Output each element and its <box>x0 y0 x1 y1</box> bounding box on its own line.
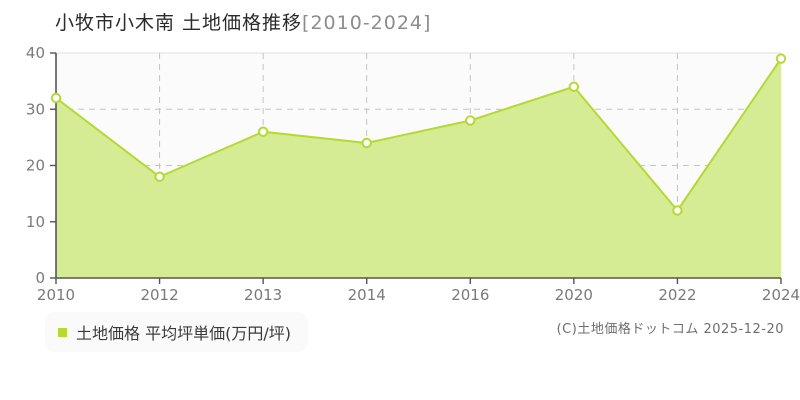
x-tick-label: 2012 <box>140 286 178 304</box>
data-point-marker <box>672 205 683 216</box>
data-point-marker <box>568 81 580 92</box>
title-range-text: [2010-2024] <box>302 12 432 34</box>
y-tick-label: 20 <box>26 157 45 175</box>
x-tick-label: 2014 <box>348 286 386 304</box>
area-fill <box>56 58 781 278</box>
page-title: 小牧市小木南 土地価格推移[2010-2024] <box>0 8 800 36</box>
x-tick-label: 2010 <box>37 286 75 304</box>
data-line <box>55 58 782 212</box>
data-point-marker <box>154 171 165 182</box>
title-main-text: 小牧市小木南 土地価格推移 <box>55 12 303 34</box>
data-point-marker <box>50 92 62 104</box>
x-tick-label: 2020 <box>555 286 593 304</box>
x-tick-label: 2013 <box>244 286 282 304</box>
y-tick-label: 10 <box>26 213 45 231</box>
data-point-marker <box>775 53 787 64</box>
credit-text: (C)土地価格ドットコム 2025-12-20 <box>556 322 784 337</box>
x-tick-label: 2022 <box>658 286 696 304</box>
x-tick-label: 2016 <box>451 286 489 304</box>
legend-swatch-icon <box>58 327 67 337</box>
data-point-marker <box>257 126 269 137</box>
data-point-marker <box>465 115 476 126</box>
chart-legend[interactable]: 土地価格 平均坪単価(万円/坪) <box>46 313 307 351</box>
legend-label: 土地価格 平均坪単価(万円/坪) <box>76 324 291 343</box>
plot-area: 0 10 20 30 40 2010 2012 2013 2014 2016 2020 2022 202… <box>26 44 800 304</box>
y-tick-label: 30 <box>26 100 45 118</box>
y-tick-label: 40 <box>26 44 45 62</box>
y-tick-label: 0 <box>35 269 45 287</box>
data-point-marker <box>361 137 372 149</box>
x-tick-label: 2024 <box>762 286 800 304</box>
